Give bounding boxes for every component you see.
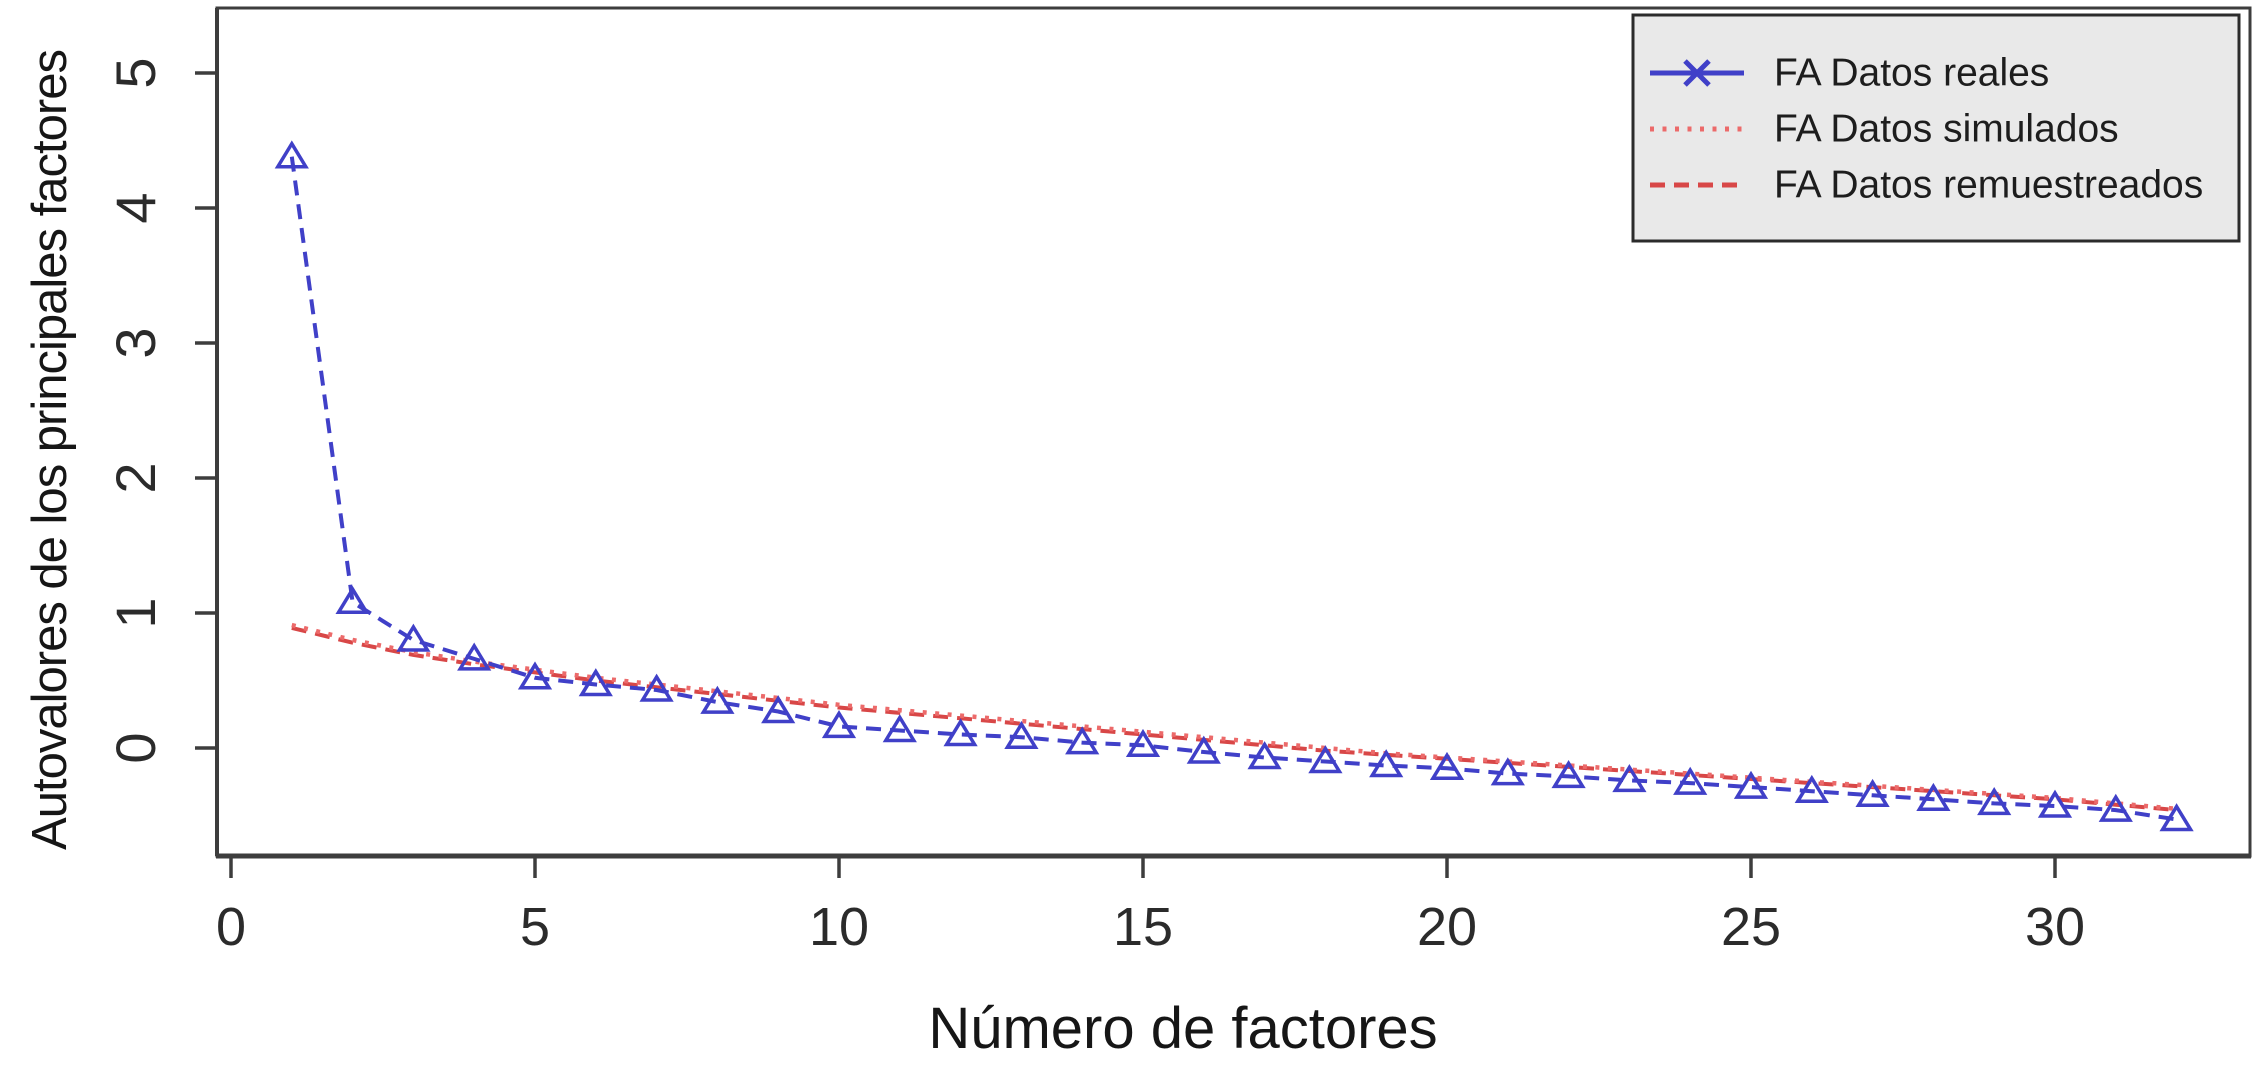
- triangle-marker: [821, 710, 857, 739]
- triangle-marker: [457, 642, 492, 671]
- triangle-marker: [639, 673, 674, 702]
- series-line-fa-datos-simulados: [291, 622, 2177, 812]
- data-series: [274, 140, 2194, 832]
- triangle-marker: [700, 685, 735, 714]
- triangle-marker: [335, 585, 370, 614]
- legend-label-fa-datos-simulados: FA Datos simulados: [1774, 108, 2119, 151]
- triangle-marker: [1977, 786, 2012, 816]
- triangle-marker: [1673, 766, 1708, 795]
- legend-label-fa-datos-remuestreados: FA Datos remuestreados: [1774, 164, 2203, 207]
- series-line-fa-datos-remuestreados: [291, 625, 2177, 813]
- triangle-marker: [1612, 764, 1647, 793]
- triangle-marker: [1247, 741, 1282, 770]
- triangle-marker: [943, 718, 978, 747]
- triangle-marker: [1125, 728, 1161, 758]
- triangle-marker: [1551, 759, 1586, 789]
- triangle-marker: [1369, 749, 1404, 778]
- triangle-marker: [2159, 803, 2194, 832]
- x-tick-label: 0: [216, 897, 246, 957]
- triangle-marker: [1429, 751, 1465, 780]
- y-axis-title: Autovalores de los principales factores: [23, 50, 77, 850]
- series-line-fa-datos-reales: [289, 156, 2177, 822]
- triangle-marker: [1004, 720, 1039, 749]
- triangle-marker: [274, 140, 309, 169]
- legend-box: [1631, 13, 2241, 243]
- triangle-marker: [1794, 774, 1829, 803]
- triangle-marker: [1308, 745, 1343, 774]
- x-tick-label: 10: [809, 897, 869, 957]
- triangle-marker: [882, 714, 917, 743]
- axis-ticks: 0 5 10 15 20 25 30 0 1 2 3 4 5: [104, 57, 2085, 957]
- x-axis-title: Número de factores: [928, 996, 1437, 1061]
- triangle-marker: [578, 668, 613, 697]
- legend: FA Datos reales FA Datos simulados FA Dato…: [1631, 13, 2241, 243]
- triangle-marker: [761, 695, 796, 724]
- triangle-marker: [396, 623, 431, 652]
- triangle-marker: [1065, 726, 1100, 755]
- triangle-marker: [2098, 793, 2133, 822]
- triangle-marker: [1916, 782, 1951, 812]
- triangle-marker: [2037, 789, 2073, 818]
- triangle-marker: [1855, 778, 1890, 807]
- legend-label-fa-datos-reales: FA Datos reales: [1774, 52, 2049, 95]
- x-tick-label: 5: [520, 897, 550, 957]
- y-tick-label: 5: [104, 57, 167, 88]
- y-tick-label: 3: [104, 327, 167, 358]
- y-tick-label: 2: [104, 462, 167, 493]
- x-tick-label: 25: [1721, 897, 1781, 957]
- x-tick-label: 20: [1417, 897, 1477, 957]
- triangle-marker: [1186, 735, 1221, 764]
- y-tick-label: 1: [104, 597, 167, 628]
- triangle-marker: [1733, 770, 1769, 799]
- y-tick-label: 4: [104, 192, 167, 223]
- triangle-marker: [517, 661, 553, 690]
- y-tick-label: 0: [104, 732, 167, 763]
- x-tick-label: 30: [2025, 897, 2085, 957]
- triangle-marker: [1490, 757, 1525, 786]
- x-tick-label: 15: [1113, 897, 1173, 957]
- legend-x-marker: [1683, 59, 1711, 87]
